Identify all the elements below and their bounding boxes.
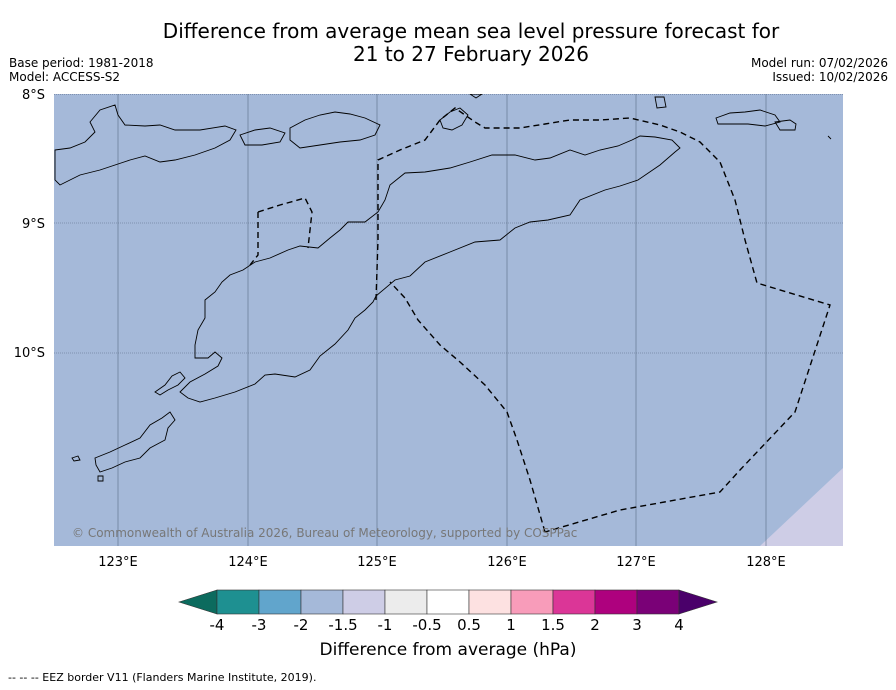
northern-island-8 <box>469 94 483 99</box>
northern-island-7 <box>774 119 797 131</box>
anomaly-patch <box>760 468 843 546</box>
lon-tick-128e: 128°E <box>746 555 786 570</box>
eez-footnote: -- -- -- EEZ border V11 (Flanders Marine… <box>8 671 317 684</box>
cb-label: -0.5 <box>412 616 442 634</box>
colorbar-segment <box>636 589 680 615</box>
cb-label: -1 <box>377 616 393 634</box>
colorbar-over-arrow <box>678 589 718 615</box>
cb-label: 4 <box>674 616 684 634</box>
gridlines <box>54 94 843 546</box>
colorbar-segment <box>552 589 596 615</box>
copyright-text: © Commonwealth of Australia 2026, Bureau… <box>72 526 578 540</box>
colorbar-segment <box>384 589 428 615</box>
sawu-island <box>94 411 176 473</box>
northern-island-1 <box>54 104 237 186</box>
colorbar-segment <box>342 589 386 615</box>
meta-right: Model run: 07/02/2026 Issued: 10/02/2026 <box>751 56 888 84</box>
lon-tick-124e: 124°E <box>228 555 268 570</box>
meta-left: Base period: 1981-2018 Model: ACCESS-S2 <box>9 56 154 84</box>
northern-island-5 <box>654 96 667 109</box>
base-period-text: Base period: 1981-2018 <box>9 56 154 70</box>
cb-label: -2 <box>293 616 309 634</box>
lon-tick-126e: 126°E <box>487 555 527 570</box>
colorbar-segment <box>510 589 554 615</box>
title-line-1: Difference from average mean sea level p… <box>162 19 780 43</box>
cb-label: 2 <box>590 616 600 634</box>
cb-label: 3 <box>632 616 642 634</box>
model-text: Model: ACCESS-S2 <box>9 70 121 84</box>
colorbar <box>178 589 718 615</box>
cb-label: 1.5 <box>541 616 565 634</box>
rote-island <box>154 371 186 396</box>
lat-tick-8s: 8°S <box>22 88 45 103</box>
colorbar-segment <box>216 589 260 615</box>
map-ocean-background <box>54 94 843 546</box>
issued-text: Issued: 10/02/2026 <box>772 70 888 84</box>
cb-label: -3 <box>251 616 267 634</box>
cb-label: 0.5 <box>457 616 481 634</box>
islet-2 <box>97 475 104 482</box>
lat-tick-10s: 10°S <box>14 346 45 361</box>
colorbar-segment <box>258 589 302 615</box>
lon-tick-125e: 125°E <box>357 555 397 570</box>
colorbar-segment <box>300 589 344 615</box>
colorbar-segment <box>594 589 638 615</box>
coastlines <box>54 94 832 482</box>
islet-3 <box>827 135 832 140</box>
eez-borders <box>249 107 831 533</box>
colorbar-segment <box>468 589 512 615</box>
northern-island-3 <box>239 127 286 146</box>
cb-label: 1 <box>506 616 516 634</box>
eez-oecusse <box>249 197 313 266</box>
colorbar-title: Difference from average (hPa) <box>319 640 577 660</box>
islet-1 <box>71 455 81 462</box>
colorbar-under-arrow <box>178 589 218 615</box>
lon-tick-127e: 127°E <box>616 555 656 570</box>
timor-island <box>179 135 681 403</box>
colorbar-segment <box>426 589 470 615</box>
northern-island-6 <box>715 109 781 127</box>
title-line-2: 21 to 27 February 2026 <box>353 42 589 66</box>
lat-tick-9s: 9°S <box>22 217 45 232</box>
lon-ticks: 123°E 124°E 125°E 126°E 127°E 128°E <box>98 555 786 570</box>
cb-label: -4 <box>209 616 225 634</box>
northern-island-2 <box>289 111 381 149</box>
chart-title: Difference from average mean sea level p… <box>0 20 896 66</box>
lat-ticks: 8°S 9°S 10°S <box>14 88 45 361</box>
model-run-text: Model run: 07/02/2026 <box>750 56 888 70</box>
colorbar-segments <box>216 589 680 615</box>
cb-label: -1.5 <box>328 616 358 634</box>
eez-south-border <box>389 281 546 533</box>
eez-north-border <box>375 107 831 533</box>
lon-tick-123e: 123°E <box>98 555 138 570</box>
